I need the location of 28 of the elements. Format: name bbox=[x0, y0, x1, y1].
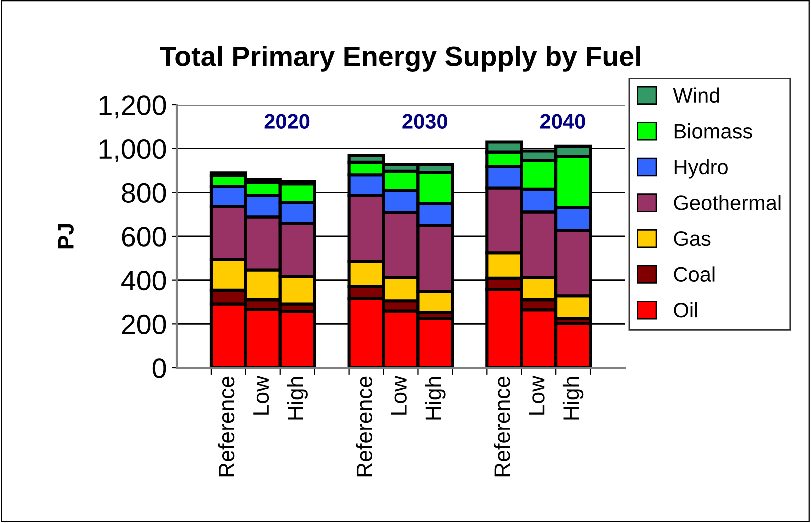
legend-label: Biomass bbox=[674, 124, 752, 139]
annotation: 2020 bbox=[264, 114, 310, 129]
x-tick-label: Low bbox=[529, 376, 545, 415]
x-tick-label: Low bbox=[254, 376, 270, 415]
y-tick-label: 800 bbox=[122, 183, 166, 204]
legend-label: Coal bbox=[674, 266, 715, 282]
chart-title: Total Primary Energy Supply by Fuel bbox=[160, 46, 640, 72]
y-tick-label: 200 bbox=[122, 314, 166, 335]
x-tick-label: High bbox=[425, 377, 446, 420]
y-tick-label: 400 bbox=[122, 271, 166, 291]
x-tick-label: High bbox=[562, 377, 584, 420]
annotation: 2030 bbox=[402, 114, 448, 130]
y-tick-label: 600 bbox=[122, 227, 166, 247]
x-tick-label: Reference bbox=[218, 376, 235, 477]
x-tick-label: Low bbox=[391, 376, 407, 415]
x-tick-label: Reference bbox=[356, 376, 373, 477]
y-tick-label: 0 bbox=[152, 358, 166, 378]
legend-label: Hydro bbox=[674, 159, 728, 179]
legend-label: Geothermal bbox=[674, 195, 781, 210]
x-tick-label: Reference bbox=[494, 376, 510, 477]
legend-label: Wind bbox=[673, 88, 720, 104]
y-tick-label: 1,000 bbox=[100, 140, 166, 162]
legend-label: Oil bbox=[674, 302, 698, 318]
annotation: 2040 bbox=[540, 114, 586, 129]
legend-label: Gas bbox=[674, 231, 711, 246]
y-tick-label: 1,200 bbox=[100, 96, 166, 119]
y-axis-title: PJ bbox=[58, 224, 74, 249]
x-tick-label: High bbox=[287, 377, 308, 420]
